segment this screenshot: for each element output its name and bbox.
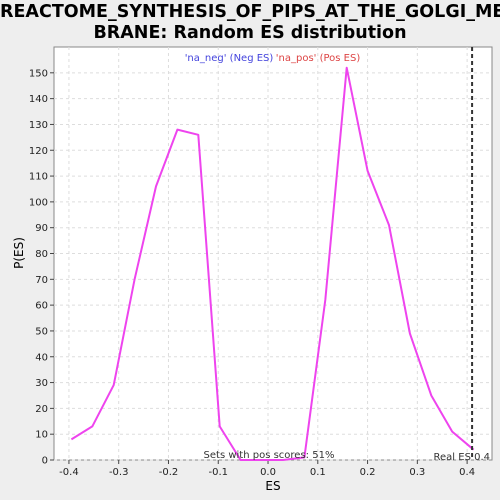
x-tick-label: 0.2 bbox=[360, 467, 376, 478]
y-tick-label: 20 bbox=[35, 404, 48, 415]
y-tick-label: 50 bbox=[35, 326, 48, 337]
y-tick-label: 100 bbox=[29, 197, 48, 208]
chart-title-line2: BRANE: Random ES distribution bbox=[93, 23, 407, 43]
y-tick-label: 140 bbox=[29, 94, 48, 105]
x-tick-label: -0.3 bbox=[109, 467, 129, 478]
grid bbox=[54, 47, 492, 461]
y-tick-label: 110 bbox=[29, 172, 48, 183]
x-tick-label: 0.0 bbox=[260, 467, 276, 478]
x-tick-label: 0.4 bbox=[459, 467, 475, 478]
y-tick-label: 80 bbox=[35, 249, 48, 260]
y-axis-label: P(ES) bbox=[12, 237, 26, 269]
x-axis-label: ES bbox=[265, 479, 280, 493]
y-tick-label: 10 bbox=[35, 430, 48, 441]
es-distribution-line bbox=[70, 66, 475, 461]
x-tick-label: 0.3 bbox=[409, 467, 425, 478]
real-es-label: Real ES 0.4 bbox=[434, 452, 490, 463]
series-layer bbox=[70, 66, 475, 461]
x-tick-label: -0.1 bbox=[208, 467, 228, 478]
y-tick-label: 90 bbox=[35, 223, 48, 234]
x-axis: -0.4 -0.3 -0.2 -0.1 0.0 0.1 0.2 0.3 0.4 bbox=[59, 460, 475, 478]
x-tick-label: -0.2 bbox=[159, 467, 179, 478]
y-tick-label: 30 bbox=[35, 378, 48, 389]
y-tick-label: 150 bbox=[29, 68, 48, 79]
pos-scores-annotation: Sets with pos scores: 51% bbox=[204, 450, 335, 461]
y-tick-label: 120 bbox=[29, 146, 48, 157]
x-tick-label: 0.1 bbox=[310, 467, 326, 478]
y-tick-label: 130 bbox=[29, 120, 48, 131]
legend-neg-es: 'na_neg' (Neg ES) bbox=[185, 53, 274, 64]
x-tick-label: -0.4 bbox=[59, 467, 79, 478]
y-tick-label: 0 bbox=[42, 456, 48, 467]
chart-title: REACTOME_SYNTHESIS_OF_PIPS_AT_THE_GOLGI_… bbox=[0, 2, 500, 44]
y-tick-label: 40 bbox=[35, 352, 48, 363]
chart-title-line1: REACTOME_SYNTHESIS_OF_PIPS_AT_THE_GOLGI_… bbox=[0, 2, 500, 22]
y-tick-label: 70 bbox=[35, 275, 48, 286]
y-tick-label: 60 bbox=[35, 301, 48, 312]
y-axis: 0 10 20 30 40 50 60 70 80 90 100 110 120 130 140 150 bbox=[29, 68, 54, 467]
legend-pos-es: 'na_pos' (Pos ES) bbox=[276, 53, 361, 64]
